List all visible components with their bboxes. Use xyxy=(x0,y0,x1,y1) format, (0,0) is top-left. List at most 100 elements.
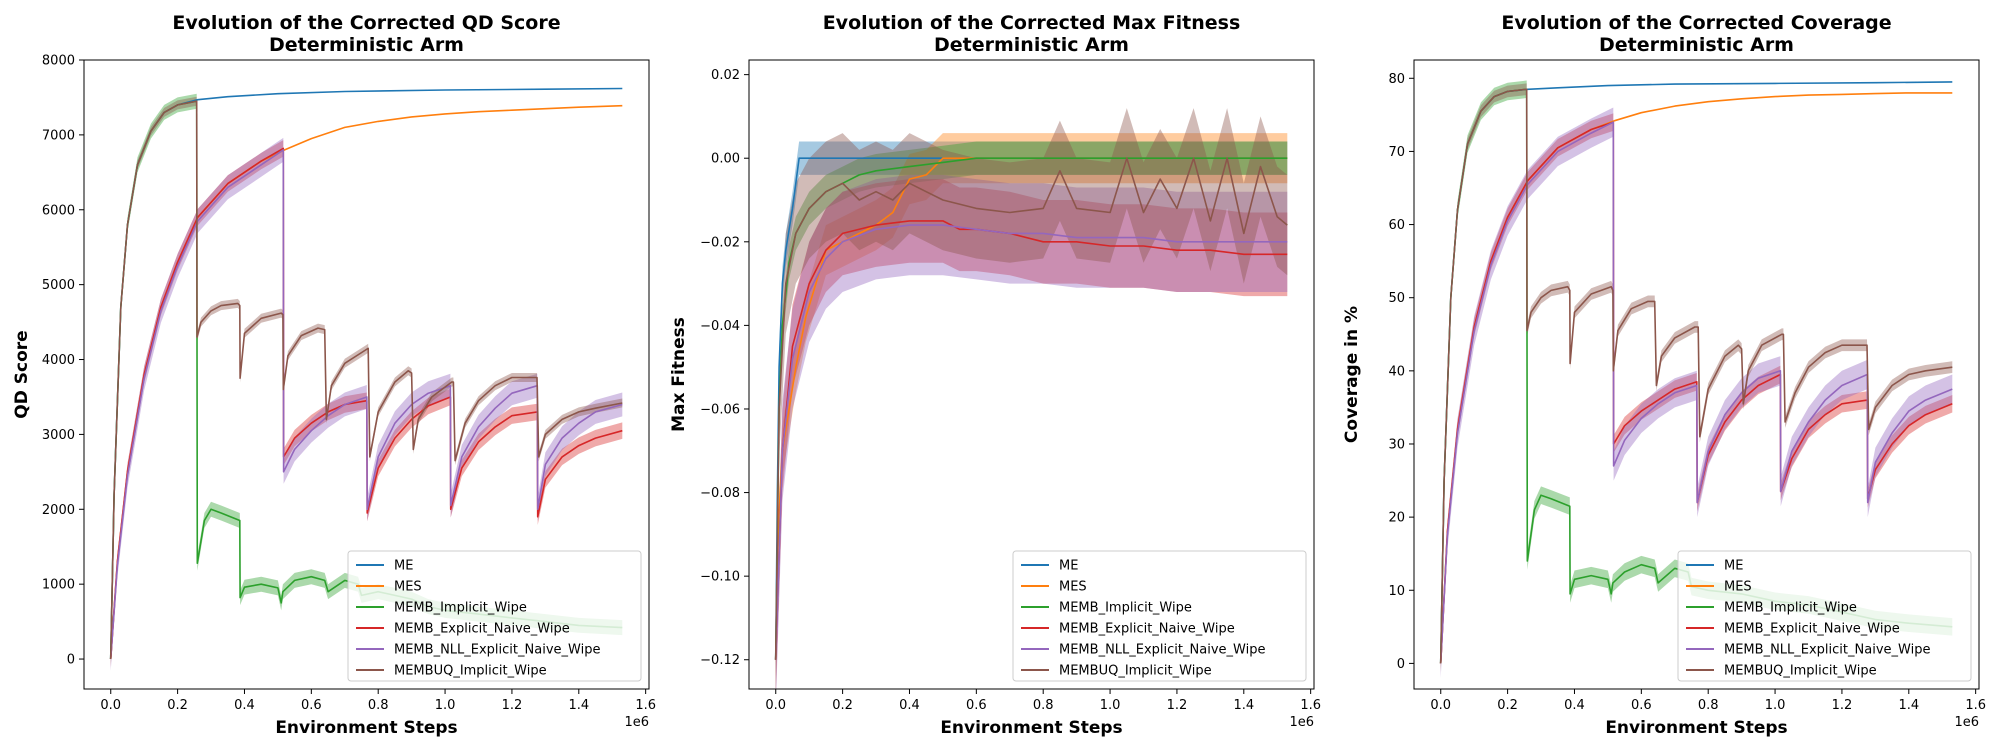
y-tick-label: 10 xyxy=(1388,584,1405,599)
y-tick-label: −0.10 xyxy=(700,570,740,585)
x-tick-label: 1.0 xyxy=(435,698,456,713)
legend-label-1: MES xyxy=(394,580,422,595)
x-tick-label: 1.4 xyxy=(1898,698,1919,713)
series-line-5 xyxy=(109,100,623,660)
legend-label-0: ME xyxy=(1724,559,1743,574)
y-tick-label: 30 xyxy=(1388,437,1405,452)
legend-box xyxy=(347,550,642,682)
legend-label-3: MEMB_Explicit_Naive_Wipe xyxy=(394,622,570,637)
axes-frame xyxy=(83,59,650,690)
legend-label-5: MEMBUQ_Implicit_Wipe xyxy=(394,664,547,679)
y-tick-label: 4000 xyxy=(42,353,75,368)
x-tick-label: 1.0 xyxy=(1765,698,1786,713)
legend-label-1: MES xyxy=(1724,580,1752,595)
y-tick-label: 70 xyxy=(1388,145,1405,160)
y-tick-label: 0 xyxy=(67,653,75,668)
x-axis-label: Environment Steps xyxy=(940,718,1122,738)
x-tick-label: 0.0 xyxy=(100,698,121,713)
y-tick-label: 60 xyxy=(1388,218,1405,233)
x-tick-label: 1.0 xyxy=(1100,698,1121,713)
chart-title: Evolution of the Corrected QD Score xyxy=(172,12,560,34)
x-tick-label: 0.8 xyxy=(1033,698,1054,713)
legend-label-3: MEMB_Explicit_Naive_Wipe xyxy=(1059,622,1235,637)
legend-label-5: MEMBUQ_Implicit_Wipe xyxy=(1724,664,1877,679)
plot-area xyxy=(109,87,623,671)
legend: ME MES MEMB_Implicit_Wipe MEMB_Explicit_Nai… xyxy=(1677,550,1972,682)
legend-label-4: MEMB_NLL_Explicit_Naive_Wipe xyxy=(1059,643,1265,658)
series-line-5 xyxy=(774,157,1288,660)
x-tick-label: 1.2 xyxy=(1167,698,1188,713)
x-tick-label: 1.4 xyxy=(1233,698,1254,713)
x-tick-label: 0.8 xyxy=(1698,698,1719,713)
y-tick-label: −0.08 xyxy=(700,486,740,501)
chart-subtitle: Deterministic Arm xyxy=(934,34,1129,56)
axes-frame xyxy=(1413,59,1980,690)
y-tick-label: −0.04 xyxy=(700,319,740,334)
chart-panel-2: Evolution of the Corrected Max FitnessDe… xyxy=(669,12,1321,738)
legend-box xyxy=(1677,550,1972,682)
y-axis-label: QD Score xyxy=(12,330,32,418)
legend-label-2: MEMB_Implicit_Wipe xyxy=(1059,601,1192,616)
x-tick-label: 0.6 xyxy=(966,698,987,713)
chart-subtitle: Deterministic Arm xyxy=(269,34,464,56)
y-tick-label: 6000 xyxy=(42,203,75,218)
series-line-4 xyxy=(1439,121,1953,664)
y-tick-label: −0.12 xyxy=(700,653,740,668)
y-tick-label: 1000 xyxy=(42,578,75,593)
x-tick-label: 1.2 xyxy=(1832,698,1853,713)
legend-label-2: MEMB_Implicit_Wipe xyxy=(394,601,527,616)
series-band-2 xyxy=(775,141,1288,677)
legend-label-4: MEMB_NLL_Explicit_Naive_Wipe xyxy=(394,643,600,658)
x-axis-label: Environment Steps xyxy=(1605,718,1787,738)
x-tick-label: 1.2 xyxy=(502,698,523,713)
x-axis-label: Environment Steps xyxy=(275,718,457,738)
series-band-4 xyxy=(775,174,1288,689)
plot-area xyxy=(774,108,1288,689)
x-offset-label: 1e6 xyxy=(1289,715,1314,730)
y-tick-label: 2000 xyxy=(42,503,75,518)
legend-label-2: MEMB_Implicit_Wipe xyxy=(1724,601,1857,616)
x-tick-label: 0.8 xyxy=(368,698,389,713)
chart-title: Evolution of the Corrected Coverage xyxy=(1501,12,1891,34)
x-tick-label: 0.6 xyxy=(1631,698,1652,713)
chart-panel-3: Evolution of the Corrected CoverageDeter… xyxy=(1342,12,1986,738)
series-band-3 xyxy=(775,179,1288,689)
x-offset-label: 1e6 xyxy=(624,715,649,730)
legend-label-0: ME xyxy=(1059,559,1078,574)
x-offset-label: 1e6 xyxy=(1954,715,1979,730)
x-tick-label: 0.0 xyxy=(1430,698,1451,713)
y-tick-label: 8000 xyxy=(42,54,75,69)
series-band-5 xyxy=(775,108,1288,689)
x-tick-label: 0.4 xyxy=(234,698,255,713)
x-tick-label: 0.2 xyxy=(832,698,853,713)
y-tick-label: 5000 xyxy=(42,278,75,293)
legend: ME MES MEMB_Implicit_Wipe MEMB_Explicit_Nai… xyxy=(347,550,642,682)
y-tick-label: 7000 xyxy=(42,128,75,143)
x-tick-label: 0.4 xyxy=(1564,698,1585,713)
y-tick-label: −0.06 xyxy=(700,402,740,417)
x-tick-label: 0.6 xyxy=(301,698,322,713)
y-axis-label: Coverage in % xyxy=(1342,306,1362,443)
legend-label-5: MEMBUQ_Implicit_Wipe xyxy=(1059,664,1212,679)
series-band-2 xyxy=(110,93,623,667)
series-band-5 xyxy=(110,96,623,664)
y-tick-label: −0.02 xyxy=(700,235,740,250)
series-line-4 xyxy=(109,149,623,660)
x-tick-label: 0.2 xyxy=(1497,698,1518,713)
x-tick-label: 0.0 xyxy=(765,698,786,713)
x-tick-label: 0.2 xyxy=(167,698,188,713)
y-tick-label: 40 xyxy=(1388,364,1405,379)
axes-frame xyxy=(748,59,1315,690)
y-tick-label: 20 xyxy=(1388,511,1405,526)
y-tick-label: 0.00 xyxy=(711,152,740,167)
legend-label-4: MEMB_NLL_Explicit_Naive_Wipe xyxy=(1724,643,1930,658)
series-line-3 xyxy=(774,220,1288,660)
legend-label-0: ME xyxy=(394,559,413,574)
chart-title: Evolution of the Corrected Max Fitness xyxy=(823,12,1241,34)
y-tick-label: 0.02 xyxy=(711,68,740,83)
series-line-4 xyxy=(774,224,1288,660)
y-tick-label: 0 xyxy=(1397,657,1405,672)
y-tick-label: 80 xyxy=(1388,72,1405,87)
